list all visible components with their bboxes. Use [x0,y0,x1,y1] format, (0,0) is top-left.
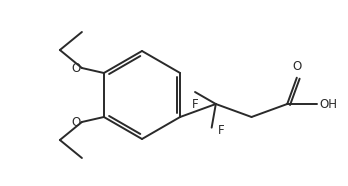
Text: O: O [71,62,80,75]
Text: F: F [218,124,224,137]
Text: O: O [71,116,80,129]
Text: O: O [292,60,301,73]
Text: OH: OH [319,97,337,110]
Text: F: F [192,98,198,111]
